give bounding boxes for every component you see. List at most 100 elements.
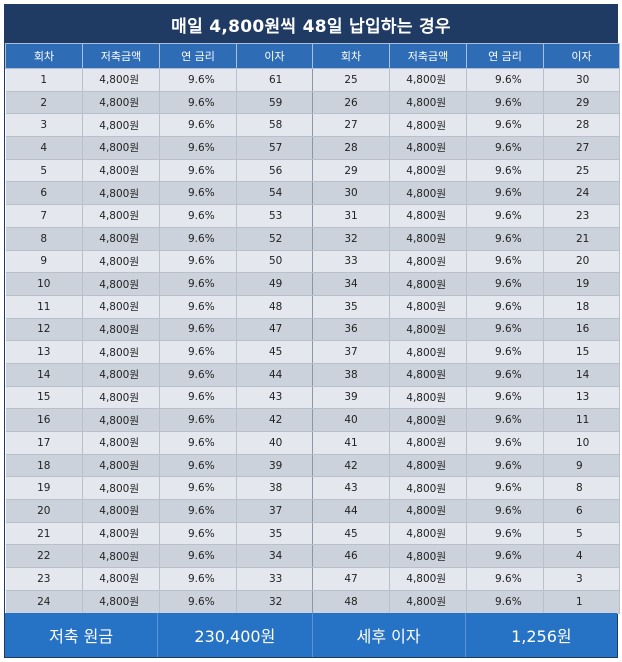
- interest-value: 1,256원: [511, 627, 572, 646]
- table-row: 9 4,800원 9.6% 50 33 4,800원 9.6% 20: [5, 250, 620, 274]
- cell-rate: 9.6%: [159, 590, 237, 614]
- cell-interest: 54: [236, 181, 313, 206]
- cell-interest: 6: [543, 499, 620, 523]
- cell-amount: 4,800원: [389, 590, 467, 614]
- cell-round: 2: [5, 91, 83, 115]
- cell-round: 14: [5, 363, 83, 387]
- cell-amount: 4,800원: [82, 454, 160, 478]
- table-row: 1 4,800원 9.6% 61 25 4,800원 9.6% 30: [5, 68, 620, 92]
- principal-value: 230,400원: [158, 613, 313, 657]
- cell-amount: 4,800원: [82, 363, 160, 387]
- table-row: 17 4,800원 9.6% 40 41 4,800원 9.6% 10: [5, 431, 620, 455]
- table-row: 10 4,800원 9.6% 49 34 4,800원 9.6% 19: [5, 272, 620, 296]
- cell-rate: 9.6%: [159, 431, 237, 455]
- table-row: 19 4,800원 9.6% 38 43 4,800원 9.6% 8: [5, 476, 620, 501]
- cell-rate: 9.6%: [466, 340, 544, 364]
- table-row: 7 4,800원 9.6% 53 31 4,800원 9.6% 23: [5, 204, 620, 228]
- cell-amount: 4,800원: [389, 295, 467, 319]
- cell-amount: 4,800원: [82, 386, 160, 410]
- header-amount: 저축금액: [82, 43, 160, 69]
- table-row: 4 4,800원 9.6% 57 28 4,800원 9.6% 27: [5, 136, 620, 160]
- cell-rate: 9.6%: [159, 181, 237, 206]
- cell-round: 48: [312, 590, 390, 614]
- table-header-row: 회차 저축금액 연 금리 이자 회차 저축금액 연 금리 이자: [5, 43, 620, 69]
- cell-amount: 4,800원: [389, 544, 467, 569]
- cell-round: 13: [5, 340, 83, 364]
- cell-interest: 23: [543, 204, 620, 228]
- cell-interest: 9: [543, 454, 620, 478]
- cell-interest: 48: [236, 295, 313, 319]
- cell-interest: 4: [543, 544, 620, 569]
- header-rate: 연 금리: [159, 43, 237, 69]
- cell-amount: 4,800원: [82, 204, 160, 228]
- cell-rate: 9.6%: [466, 250, 544, 274]
- cell-round: 19: [5, 476, 83, 501]
- table-row: 20 4,800원 9.6% 37 44 4,800원 9.6% 6: [5, 499, 620, 523]
- cell-interest: 47: [236, 318, 313, 342]
- cell-amount: 4,800원: [389, 159, 467, 183]
- cell-interest: 33: [236, 567, 313, 591]
- cell-round: 44: [312, 499, 390, 523]
- cell-interest: 42: [236, 408, 313, 432]
- cell-interest: 1: [543, 590, 620, 614]
- cell-round: 47: [312, 567, 390, 591]
- table-row: 5 4,800원 9.6% 56 29 4,800원 9.6% 25: [5, 159, 620, 183]
- cell-rate: 9.6%: [159, 340, 237, 364]
- cell-rate: 9.6%: [466, 590, 544, 614]
- interest-label: 세후 이자: [313, 613, 466, 657]
- header-amount: 저축금액: [389, 43, 467, 69]
- header-round: 회차: [312, 43, 390, 69]
- cell-rate: 9.6%: [466, 227, 544, 251]
- cell-round: 5: [5, 159, 83, 183]
- cell-round: 22: [5, 544, 83, 569]
- table-row: 13 4,800원 9.6% 45 37 4,800원 9.6% 15: [5, 340, 620, 364]
- cell-interest: 16: [543, 318, 620, 342]
- cell-round: 31: [312, 204, 390, 228]
- cell-amount: 4,800원: [82, 340, 160, 364]
- cell-amount: 4,800원: [389, 431, 467, 455]
- cell-round: 33: [312, 250, 390, 274]
- cell-round: 26: [312, 91, 390, 115]
- cell-interest: 39: [236, 454, 313, 478]
- cell-rate: 9.6%: [159, 476, 237, 501]
- cell-amount: 4,800원: [82, 318, 160, 342]
- cell-amount: 4,800원: [82, 590, 160, 614]
- cell-rate: 9.6%: [466, 476, 544, 501]
- cell-round: 1: [5, 68, 83, 92]
- cell-interest: 40: [236, 431, 313, 455]
- cell-round: 27: [312, 113, 390, 138]
- summary-footer: 저축 원금 230,400원 세후 이자 1,256원: [5, 613, 617, 657]
- table-row: 24 4,800원 9.6% 32 48 4,800원 9.6% 1: [5, 590, 620, 614]
- cell-rate: 9.6%: [159, 113, 237, 138]
- cell-rate: 9.6%: [466, 363, 544, 387]
- cell-interest: 59: [236, 91, 313, 115]
- cell-interest: 5: [543, 522, 620, 546]
- cell-round: 29: [312, 159, 390, 183]
- cell-interest: 21: [543, 227, 620, 251]
- cell-amount: 4,800원: [389, 363, 467, 387]
- cell-interest: 38: [236, 476, 313, 501]
- cell-rate: 9.6%: [159, 386, 237, 410]
- cell-round: 38: [312, 363, 390, 387]
- header-interest: 이자: [543, 43, 620, 69]
- cell-interest: 14: [543, 363, 620, 387]
- cell-rate: 9.6%: [466, 204, 544, 228]
- cell-interest: 25: [543, 159, 620, 183]
- savings-table-card: 매일 4,800원씩 48일 납입하는 경우 회차 저축금액 연 금리 이자 회…: [4, 4, 620, 658]
- cell-round: 10: [5, 272, 83, 296]
- cell-amount: 4,800원: [82, 91, 160, 115]
- cell-amount: 4,800원: [389, 204, 467, 228]
- cell-interest: 50: [236, 250, 313, 274]
- savings-schedule-table: 회차 저축금액 연 금리 이자 회차 저축금액 연 금리 이자 1 4,800원 9…: [5, 43, 620, 614]
- cell-round: 30: [312, 181, 390, 206]
- cell-round: 21: [5, 522, 83, 546]
- cell-interest: 15: [543, 340, 620, 364]
- cell-interest: 28: [543, 113, 620, 138]
- table-row: 11 4,800원 9.6% 48 35 4,800원 9.6% 18: [5, 295, 620, 319]
- cell-round: 16: [5, 408, 83, 432]
- cell-round: 15: [5, 386, 83, 410]
- cell-amount: 4,800원: [82, 113, 160, 138]
- cell-round: 36: [312, 318, 390, 342]
- cell-amount: 4,800원: [389, 386, 467, 410]
- cell-round: 11: [5, 295, 83, 319]
